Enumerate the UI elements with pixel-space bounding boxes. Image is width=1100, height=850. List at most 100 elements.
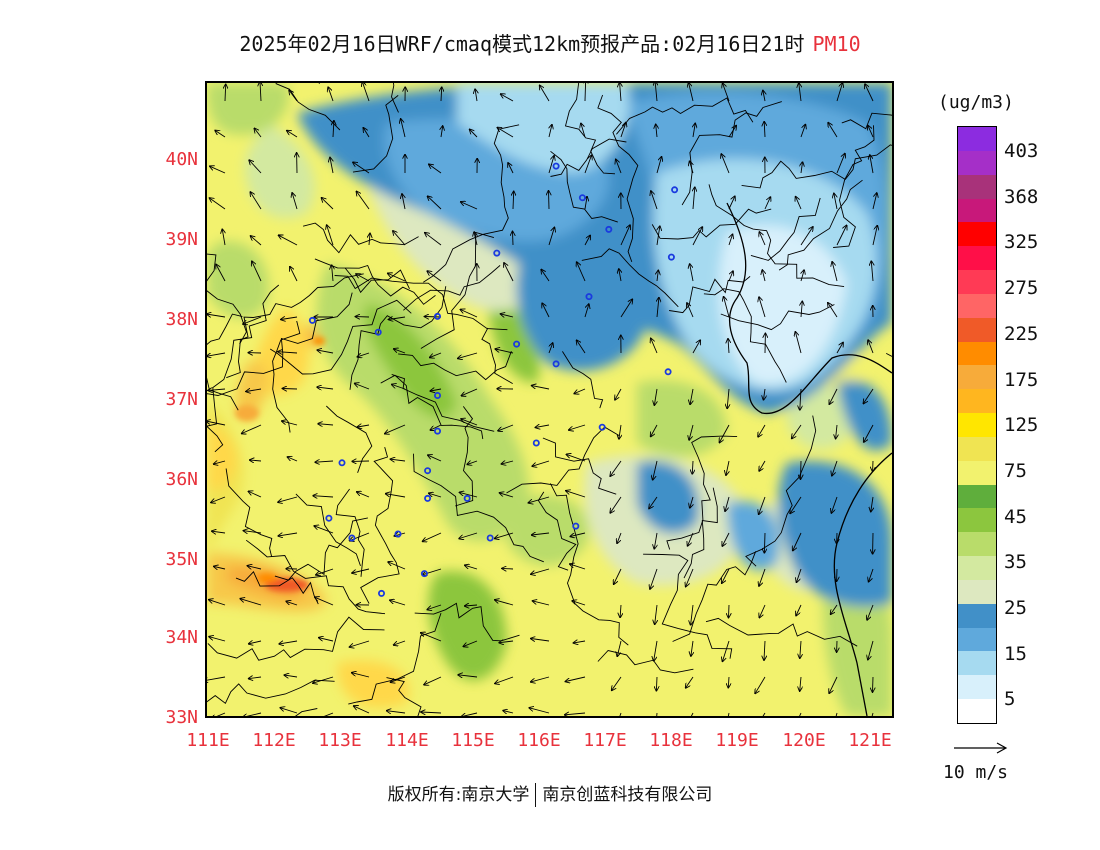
- wind-vector: [531, 676, 550, 682]
- wind-vector: [355, 384, 370, 390]
- wind-vector: [728, 676, 729, 688]
- wind-vector: [459, 532, 478, 539]
- lat-label-34: 34N: [165, 627, 198, 648]
- wind-vector: [729, 234, 733, 246]
- wind-vector: [388, 562, 406, 570]
- wind-vector: [762, 270, 765, 282]
- wind-vector: [533, 601, 550, 606]
- wind-vector: [333, 121, 334, 138]
- wind-vector: [836, 343, 843, 354]
- wind-vector: [330, 158, 333, 174]
- wind-vector: [620, 299, 632, 318]
- wind-vector: [864, 424, 874, 442]
- admin-border: [562, 351, 604, 409]
- city-marker: [671, 186, 679, 194]
- wind-vector: [207, 421, 226, 426]
- admin-border: [581, 248, 679, 308]
- wind-vector: [759, 232, 766, 246]
- wind-vector: [427, 604, 442, 610]
- wind-vector: [689, 424, 694, 440]
- city-marker: [424, 494, 432, 502]
- legend-swatch: [958, 389, 996, 414]
- lat-label-36: 36N: [165, 469, 198, 490]
- wind-vector: [460, 492, 478, 498]
- admin-border: [207, 377, 239, 411]
- wind-vector: [725, 496, 730, 511]
- wind-vector: [495, 676, 514, 684]
- wind-vector: [549, 191, 550, 210]
- wind-vector: [350, 640, 370, 647]
- admin-border: [335, 488, 365, 577]
- legend-swatch: [958, 222, 996, 247]
- chart-title: 2025年02月16日WRF/cmaq模式12km预报产品:02月16日21时 P…: [0, 28, 1100, 57]
- wind-vector: [762, 712, 766, 716]
- wind-vector: [620, 604, 621, 617]
- wind-vector: [617, 640, 622, 656]
- city-marker: [463, 494, 471, 502]
- wind-vector: [650, 568, 658, 589]
- wind-vector: [254, 128, 262, 138]
- wind-vector: [281, 317, 298, 320]
- legend-label: 403: [1004, 140, 1039, 162]
- wind-vector: [723, 83, 730, 102]
- lat-label-40: 40N: [165, 149, 198, 170]
- wind-vector: [615, 388, 622, 400]
- wind-vector: [801, 302, 802, 318]
- wind-vector: [728, 196, 735, 210]
- title-text: 2025年02月16日WRF/cmaq模式12km预报产品:02月16日21时: [239, 32, 805, 56]
- wind-vector: [690, 496, 693, 508]
- wind-vector: [292, 193, 298, 210]
- wind-vector: [248, 566, 262, 569]
- wind-vector: [423, 568, 442, 575]
- wind-vector: [691, 604, 693, 625]
- wind-vector: [425, 233, 442, 246]
- city-marker: [667, 253, 675, 261]
- wind-vector: [495, 600, 514, 606]
- copyright: 版权所有:南京大学 南京创蓝科技有限公司: [0, 780, 1100, 807]
- wind-vector: [502, 461, 514, 464]
- wind-vector: [871, 496, 873, 512]
- legend-label: 275: [1004, 277, 1039, 300]
- lon-label-113: 113E: [318, 730, 362, 751]
- wind-vector: [566, 491, 586, 498]
- wind-vector: [279, 641, 298, 644]
- wind-vector: [796, 604, 802, 616]
- wind-vector: [800, 125, 805, 138]
- wind-vector: [209, 637, 226, 642]
- wind-vector: [391, 459, 406, 461]
- wind-vector: [656, 157, 662, 174]
- wind-vector: [835, 712, 838, 716]
- wind-vector: [727, 388, 729, 408]
- wind-vector: [461, 310, 478, 318]
- wind-vector: [799, 83, 801, 102]
- wind-vector: [529, 708, 550, 714]
- wind-vector: [513, 232, 514, 246]
- wind-vector: [423, 532, 442, 541]
- city-marker: [578, 194, 586, 202]
- admin-border: [352, 95, 399, 173]
- legend-label: 15: [1004, 642, 1027, 665]
- wind-vector: [243, 712, 262, 716]
- wind-vector: [500, 493, 514, 498]
- admin-border: [334, 275, 508, 331]
- wind-vector: [584, 236, 590, 246]
- wind-vector: [687, 303, 694, 318]
- wind-vector: [655, 604, 657, 624]
- admin-border: [720, 304, 835, 331]
- wind-vector: [209, 600, 226, 606]
- wind-vector: [726, 460, 729, 475]
- wind-vector: [686, 568, 694, 587]
- wind-vector: [531, 568, 550, 574]
- wind-vector: [214, 461, 226, 464]
- wind-vector: [357, 352, 370, 357]
- wind-vector: [795, 332, 802, 354]
- wind-vector: [249, 491, 262, 498]
- wind-vector: [332, 265, 333, 282]
- wind-vector: [429, 164, 442, 174]
- wind-vector: [461, 202, 478, 210]
- admin-border: [778, 179, 863, 271]
- legend-label: 45: [1004, 505, 1027, 528]
- city-marker: [493, 249, 501, 257]
- admin-border: [398, 351, 512, 381]
- wind-vector: [352, 568, 370, 573]
